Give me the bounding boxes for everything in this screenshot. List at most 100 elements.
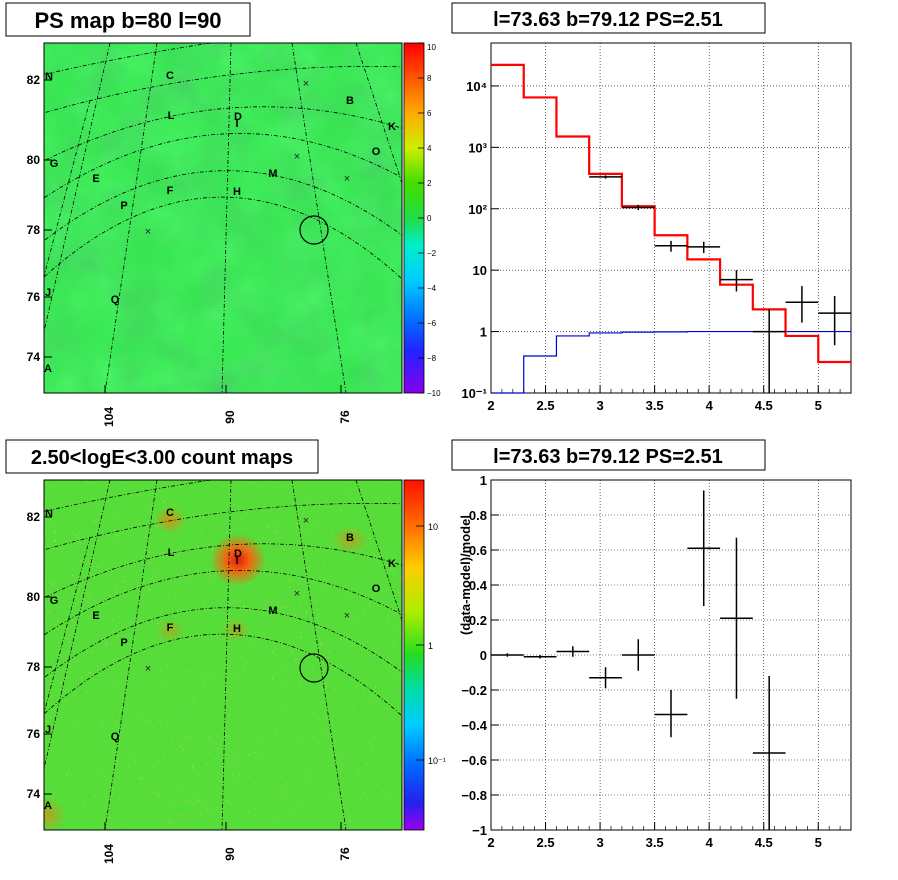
- y-tick-label: 10: [473, 263, 487, 278]
- ps-map-axes: 82 80 78 76 74 104 90 76: [27, 73, 352, 427]
- ps-map-title-box: PS map b=80 l=90: [5, 2, 251, 37]
- count-colorbar-ticks: 10 1 10⁻¹: [416, 522, 446, 766]
- source-label: K: [388, 558, 396, 570]
- latitude-grid-line: [44, 106, 402, 162]
- source-label: G: [50, 158, 59, 170]
- count-map-source-circle: [299, 653, 329, 683]
- count-map-hotspot-h: [222, 618, 250, 642]
- y-tick-label: 10²: [468, 202, 487, 217]
- count-map-hotspot-f: [156, 618, 184, 642]
- ps-colorbar-ticks: 10 8 6 4 2 0 −2 −4 −6 −8 −10: [418, 42, 441, 398]
- source-label: Q: [111, 731, 120, 743]
- source-label: J: [45, 724, 51, 736]
- count-map-frame: [43, 479, 403, 831]
- longitude-tick-label: 90: [223, 410, 237, 424]
- latitude-grid-line: [44, 170, 402, 242]
- x-tick-label: 2.5: [537, 835, 555, 850]
- latitude-tick-label: 74: [27, 787, 41, 801]
- latitude-tick-label: 82: [27, 510, 41, 524]
- longitude-grid-line: [44, 536, 91, 715]
- source-label: M: [268, 168, 277, 180]
- source-label: F: [167, 622, 174, 634]
- longitude-tick-label: 76: [338, 847, 352, 861]
- source-cross-marker: ×: [294, 151, 300, 163]
- source-label: L: [168, 110, 175, 122]
- colorbar-tick-label: −8: [427, 354, 437, 363]
- source-label: K: [388, 121, 396, 133]
- latitude-tick-label: 76: [27, 290, 41, 304]
- colorbar-tick-label: 0: [427, 214, 432, 223]
- x-tick-label: 5: [815, 398, 822, 413]
- longitude-grid-line: [355, 480, 402, 622]
- latitude-grid-line: [44, 607, 402, 679]
- source-cross-marker: ×: [303, 515, 309, 527]
- colorbar-tick-label: −4: [427, 284, 437, 293]
- source-label: H: [233, 623, 241, 635]
- x-tick-label: 5: [815, 835, 822, 850]
- x-tick-label: 3.5: [646, 398, 664, 413]
- source-label: P: [120, 637, 127, 649]
- spectrum-chart: 2 2.5 3 3.5 4 4.5 5 10⁻¹ 1 10 10² 10³ 10⁴: [461, 42, 852, 413]
- source-label: E: [92, 610, 99, 622]
- y-tick-label: 1: [480, 473, 487, 488]
- colorbar-tick-label: 10: [427, 43, 436, 52]
- ps-map-coordinate-grid: × × × ×: [44, 43, 402, 393]
- source-label: N: [45, 508, 53, 520]
- ps-map-texture: [44, 43, 402, 393]
- count-map-source-labels: N C B DI L K G O E M F H P J Q A: [44, 507, 396, 812]
- x-tick-label: 3: [596, 835, 603, 850]
- longitude-grid-line: [221, 480, 232, 830]
- count-map-panel: × × × × N C B DI L K G O E M F H P J Q A 82 80 78 76 74 104 90 76…: [27, 479, 446, 864]
- y-tick-label: 10⁴: [466, 79, 487, 94]
- ps-map-source-circle: [299, 215, 329, 245]
- source-label: G: [50, 595, 59, 607]
- longitude-grid-line: [44, 99, 91, 278]
- source-label: J: [45, 287, 51, 299]
- y-tick-label: 10⁻¹: [461, 386, 487, 401]
- plot-frame: [490, 42, 852, 394]
- source-label: O: [372, 146, 381, 158]
- y-tick-label: −0.2: [461, 683, 487, 698]
- source-label: I: [235, 555, 238, 567]
- residual-y-axis-label: (data-model)/model: [458, 515, 473, 635]
- y-tick-label: −0.6: [461, 753, 487, 768]
- source-label: F: [167, 185, 174, 197]
- colorbar-tick-label: 4: [427, 144, 432, 153]
- x-tick-label: 2.5: [537, 398, 555, 413]
- latitude-tick-label: 76: [27, 727, 41, 741]
- count-map-title: 2.50<logE<3.00 count maps: [31, 447, 293, 469]
- x-tick-label: 3.5: [646, 835, 664, 850]
- y-tick-label: 0: [480, 648, 487, 663]
- longitude-tick-label: 104: [102, 844, 116, 864]
- latitude-tick-label: 74: [27, 350, 41, 364]
- colorbar-tick-label: −2: [427, 249, 437, 258]
- count-map-hotspot-b: [332, 526, 368, 554]
- y-tick-label: 0.6: [469, 543, 487, 558]
- y-tick-label: −0.4: [461, 718, 487, 733]
- source-label: N: [45, 71, 53, 83]
- x-tick-label: 2: [487, 398, 494, 413]
- source-label: M: [268, 605, 277, 617]
- source-label: C: [166, 70, 174, 82]
- source-label: B: [346, 532, 354, 544]
- x-tick-label: 2: [487, 835, 494, 850]
- latitude-grid-line: [44, 65, 402, 114]
- y-tick-label: −1: [472, 823, 487, 838]
- plot-area: [491, 43, 851, 393]
- count-map-axes: 82 80 78 76 74 104 90 76: [27, 510, 352, 864]
- y-tick-label: 0.8: [469, 508, 487, 523]
- latitude-tick-label: 78: [27, 223, 41, 237]
- count-map-hotspot-a: [44, 797, 66, 830]
- source-cross-marker: ×: [303, 78, 309, 90]
- longitude-grid-line: [104, 480, 158, 830]
- y-tick-label: 0.2: [469, 613, 487, 628]
- y-tick-label: −0.8: [461, 788, 487, 803]
- source-label: B: [346, 95, 354, 107]
- source-cross-marker: ×: [344, 610, 350, 622]
- count-map-hotspot-c: [154, 506, 186, 534]
- longitude-grid-line: [291, 43, 347, 393]
- residual-title-box: l=73.63 b=79.12 PS=2.51: [451, 439, 766, 471]
- latitude-tick-label: 82: [27, 73, 41, 87]
- count-map-title-box: 2.50<logE<3.00 count maps: [5, 439, 319, 474]
- count-colorbar: [403, 479, 425, 831]
